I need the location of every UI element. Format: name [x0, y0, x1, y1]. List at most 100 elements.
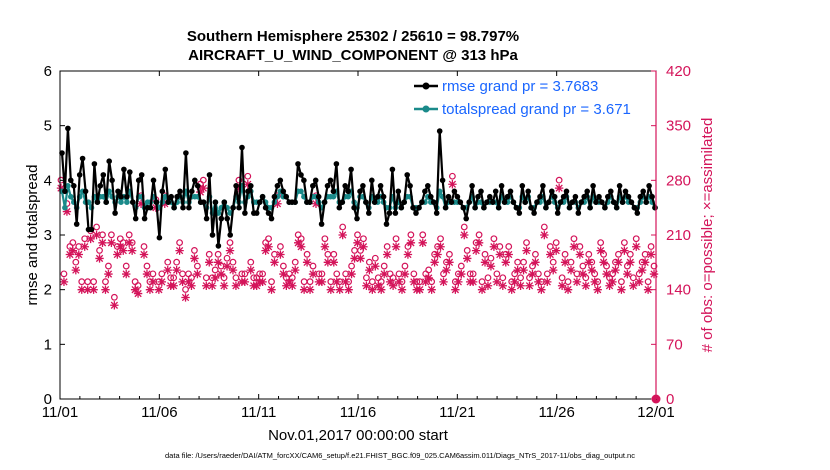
rmse-point: [374, 193, 381, 200]
obs-possible-marker: [540, 223, 548, 231]
rmse-point: [73, 221, 80, 227]
rmse-point: [239, 144, 245, 151]
obs-assimilated-marker: [433, 250, 442, 259]
obs-assimilated-marker: [537, 285, 546, 294]
obs-assimilated-marker: [95, 254, 104, 263]
obs-assimilated-marker: [320, 242, 330, 251]
obs-assimilated-marker: [252, 281, 261, 290]
rmse-point: [171, 204, 177, 211]
rmse-point: [578, 199, 585, 205]
rmse-point: [593, 199, 599, 205]
x-tick-label: 11/11: [241, 404, 276, 421]
obs-possible-marker: [211, 266, 219, 274]
obs-possible-marker: [188, 274, 195, 282]
rmse-point: [115, 188, 121, 195]
obs-possible-marker: [78, 278, 86, 286]
rmse-point: [97, 183, 104, 189]
rmse-point: [613, 204, 620, 211]
obs-possible-marker: [235, 176, 243, 184]
obs-assimilated-marker: [554, 183, 564, 193]
obs-assimilated-marker: [282, 281, 291, 290]
obs-possible-marker: [487, 254, 495, 262]
obs-possible-marker: [582, 274, 590, 282]
totalspread-point: [330, 193, 337, 200]
rmse-point: [351, 204, 357, 211]
obs-possible-marker: [585, 250, 593, 258]
obs-possible-marker: [333, 270, 341, 278]
rmse-point: [522, 199, 528, 205]
rmse-point: [342, 183, 349, 189]
rmse-point: [463, 215, 470, 222]
rmse-point: [643, 199, 649, 205]
obs-possible-marker: [90, 278, 98, 286]
obs-possible-marker: [232, 274, 240, 282]
rmse-point: [233, 183, 239, 189]
obs-possible-marker: [597, 239, 605, 247]
totalspread-point: [298, 188, 304, 195]
rmse-point: [189, 188, 195, 195]
obs-assimilated-marker: [157, 277, 167, 287]
obs-assimilated-marker: [184, 277, 193, 287]
rmse-point: [410, 204, 416, 211]
rmse-point: [504, 193, 511, 200]
obs-assimilated-marker: [359, 242, 368, 251]
rmse-point: [389, 166, 396, 173]
obs-assimilated-marker: [56, 183, 66, 193]
x-axis-label: Nov.01,2017 00:00:00 start: [268, 427, 449, 444]
rmse-point: [280, 188, 287, 195]
obs-assimilated-marker: [424, 273, 433, 283]
obs-possible-marker: [164, 258, 172, 266]
rmse-point: [457, 199, 464, 205]
rmse-point: [315, 193, 322, 200]
rmse-point: [165, 199, 171, 205]
rmse-point: [91, 161, 98, 167]
obs-assimilated-marker: [142, 269, 152, 279]
x-tick-label: 11/21: [439, 404, 475, 421]
rmse-point: [445, 193, 452, 200]
rmse-point: [295, 161, 301, 167]
obs-possible-marker: [205, 250, 213, 258]
obs-possible-marker: [108, 231, 115, 239]
data-file-footer: data file: /Users/raeder/DAI/ATM_forcXX/…: [165, 451, 635, 460]
rmse-point: [546, 199, 552, 205]
obs-assimilated-marker: [104, 269, 113, 279]
obs-assimilated-marker: [365, 265, 374, 275]
rmse-point: [298, 172, 304, 178]
obs-possible-marker: [191, 247, 198, 254]
obs-assimilated-marker: [415, 285, 424, 294]
rmse-point: [259, 193, 266, 200]
rmse-point: [484, 199, 490, 205]
rmse-point: [478, 188, 484, 195]
rmse-point: [392, 210, 399, 216]
rmse-point: [634, 210, 641, 216]
obs-assimilated-marker: [377, 285, 386, 294]
obs-assimilated-marker: [560, 258, 570, 267]
obs-possible-marker: [532, 250, 539, 258]
obs-possible-marker: [288, 274, 296, 282]
obs-assimilated-marker: [246, 265, 255, 275]
rmse-point: [416, 204, 422, 211]
obs-assimilated-marker: [311, 199, 321, 208]
obs-assimilated-marker: [436, 242, 445, 251]
rmse-point: [363, 199, 369, 205]
obs-assimilated-marker: [71, 265, 81, 275]
obs-assimilated-marker: [388, 281, 398, 290]
rmse-point: [534, 199, 540, 205]
obs-possible-marker: [306, 278, 314, 286]
rmse-point: [360, 183, 366, 189]
obs-assimilated-marker: [474, 238, 484, 248]
y-axis-right: 0 70 140 210 280 350 420: [651, 63, 691, 408]
obs-assimilated-marker: [504, 250, 513, 259]
obs-assimilated-marker: [258, 277, 267, 287]
obs-assimilated-marker: [305, 285, 315, 294]
obs-assimilated-marker: [148, 277, 158, 287]
rmse-point: [242, 210, 248, 216]
rmse-point: [135, 177, 142, 184]
x-axis: 11/01 11/06 11/11 11/16 11/21 11/26 12/01: [42, 71, 675, 421]
obs-assimilated-marker: [439, 277, 448, 287]
rmse-point: [386, 210, 393, 216]
rmse-point: [516, 210, 523, 216]
rmse-point: [224, 215, 230, 222]
obs-possible-marker: [437, 235, 444, 243]
rmse-point: [174, 193, 180, 200]
